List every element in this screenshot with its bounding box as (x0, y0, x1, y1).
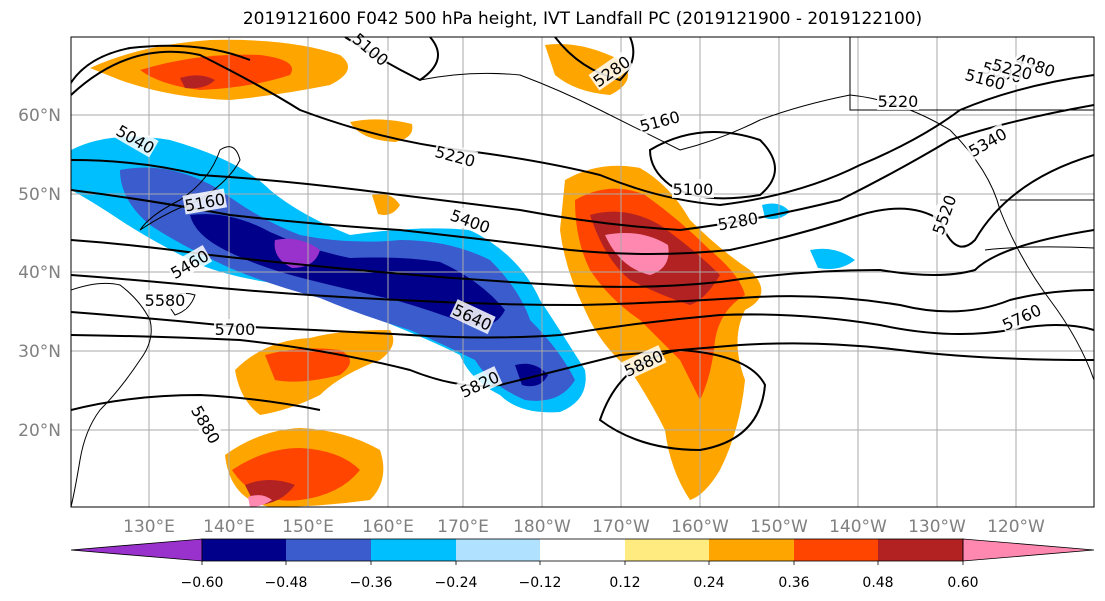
map-title: 2019121600 F042 500 hPa height, IVT Land… (242, 9, 923, 29)
latitude-label: 50°N (18, 185, 61, 205)
colorbar-tick-label: −0.60 (181, 575, 224, 591)
colorbar-tick-labels: −0.60 −0.48 −0.36 −0.24 −0.12 0.12 0.24 0.36 0.4… (181, 561, 979, 591)
latitude-label: 60°N (18, 106, 61, 126)
contour-label: 5580 (145, 291, 186, 310)
latitude-label: 30°N (18, 342, 61, 362)
colorbar-tick-label: 0.36 (778, 575, 809, 591)
longitude-label: 120°W (987, 517, 1045, 537)
colorbar-tick-label: −0.24 (435, 575, 478, 591)
colorbar-tick-label: −0.36 (350, 575, 393, 591)
latitude-labels: 60°N 50°N 40°N 30°N 20°N (18, 106, 61, 441)
colorbar-segment (456, 539, 540, 561)
colorbar-segment (286, 539, 371, 561)
colorbar-extend-right (962, 538, 1095, 562)
longitude-label: 140°W (829, 517, 887, 537)
longitude-label: 130°W (908, 517, 966, 537)
height-contours (71, 37, 1094, 452)
colorbar-extend-left (70, 538, 203, 562)
longitude-label: 150°W (750, 517, 808, 537)
colorbar-segment (540, 539, 625, 561)
colorbar-segment (625, 539, 709, 561)
colorbar-tick-label: 0.60 (947, 575, 978, 591)
map-frame (70, 36, 1095, 508)
colorbar (70, 538, 1095, 562)
contour-label: 5700 (215, 320, 256, 339)
contour-label: 5220 (878, 92, 919, 111)
longitude-label: 160°W (671, 517, 729, 537)
colorbar-tick-label: −0.12 (519, 575, 562, 591)
longitude-label: 150°E (282, 517, 334, 537)
longitude-label: 170°E (437, 517, 489, 537)
longitude-labels: 130°E 140°E 150°E 160°E 170°E 180°W 170°W 160°W… (123, 517, 1045, 537)
coastlines (71, 37, 1094, 507)
colorbar-segment (371, 539, 456, 561)
latitude-label: 20°N (18, 421, 61, 441)
longitude-label: 130°E (123, 517, 175, 537)
colorbar-segment (878, 539, 963, 561)
longitude-label: 140°E (203, 517, 255, 537)
latitude-label: 40°N (18, 263, 61, 283)
contour-label: 5100 (673, 180, 714, 199)
colorbar-tick-label: 0.48 (862, 575, 893, 591)
colorbar-segment (794, 539, 878, 561)
colorbar-tick-label: 0.24 (693, 575, 724, 591)
colorbar-segment (709, 539, 794, 561)
colorbar-tick-label: −0.48 (265, 575, 308, 591)
ivt-patch-north (350, 119, 413, 142)
colorbar-segment (202, 539, 286, 561)
longitude-label: 160°E (362, 517, 414, 537)
longitude-label: 170°W (592, 517, 650, 537)
map-gridlines (71, 37, 1094, 507)
colorbar-tick-label: 0.12 (609, 575, 640, 591)
longitude-label: 180°W (513, 517, 571, 537)
